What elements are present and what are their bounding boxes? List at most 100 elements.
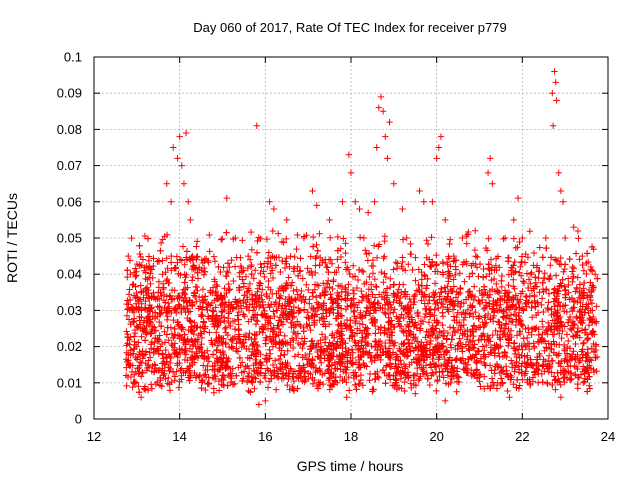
data-point	[569, 332, 577, 340]
data-point	[478, 332, 485, 339]
data-point	[572, 288, 579, 295]
data-point	[145, 294, 152, 302]
data-point	[468, 292, 476, 299]
data-point	[500, 308, 507, 315]
data-point	[460, 316, 467, 324]
data-point	[486, 362, 494, 369]
data-point	[561, 347, 568, 354]
data-point	[496, 328, 504, 335]
data-point	[480, 283, 488, 290]
data-point	[570, 273, 577, 280]
data-point	[427, 311, 434, 318]
data-point	[517, 263, 524, 271]
data-point	[188, 265, 196, 273]
data-point	[334, 247, 341, 254]
data-point	[312, 255, 319, 262]
data-point	[481, 373, 488, 380]
data-point	[287, 253, 294, 260]
data-point	[178, 372, 185, 379]
data-point	[415, 345, 422, 353]
data-point	[218, 335, 226, 342]
data-point	[264, 313, 272, 320]
data-point	[163, 316, 171, 324]
data-point	[427, 364, 435, 371]
data-point	[418, 276, 426, 283]
data-point	[512, 268, 519, 275]
data-point	[276, 300, 283, 308]
data-point	[576, 281, 584, 288]
data-point	[281, 301, 289, 309]
data-point	[399, 236, 407, 243]
data-point	[475, 315, 482, 322]
y-axis-label: ROTI / TECUs	[4, 193, 20, 283]
data-point	[377, 324, 384, 332]
data-point	[362, 312, 369, 319]
data-point	[230, 277, 237, 285]
data-point	[436, 328, 443, 335]
data-point	[279, 257, 286, 265]
data-point	[266, 198, 273, 205]
data-point	[423, 339, 431, 346]
data-point	[269, 274, 277, 282]
data-point	[275, 322, 282, 329]
data-point	[362, 334, 369, 342]
data-point	[416, 187, 423, 195]
data-point	[287, 366, 295, 374]
data-point	[574, 227, 582, 235]
data-point	[453, 388, 460, 395]
data-point	[504, 387, 511, 395]
data-point	[236, 354, 244, 362]
data-point	[583, 270, 590, 278]
data-point	[335, 292, 342, 299]
data-point	[309, 380, 317, 388]
data-point	[338, 320, 345, 328]
data-point	[134, 353, 141, 361]
data-point	[573, 285, 581, 293]
data-point	[469, 371, 477, 378]
data-point	[569, 268, 576, 275]
data-point	[526, 228, 534, 235]
data-point	[226, 286, 233, 293]
data-point	[314, 385, 322, 392]
data-point	[162, 269, 169, 276]
data-point	[577, 299, 584, 306]
data-point	[373, 144, 380, 151]
data-point	[322, 288, 329, 295]
data-point	[514, 346, 522, 353]
data-point	[468, 328, 476, 336]
data-point	[464, 288, 472, 296]
data-point	[564, 275, 572, 282]
data-point	[292, 296, 300, 304]
data-point	[309, 187, 316, 195]
data-point	[342, 322, 349, 329]
data-point	[284, 381, 291, 389]
x-axis-label: GPS time / hours	[297, 458, 404, 474]
data-point	[456, 335, 463, 342]
data-point	[527, 271, 535, 278]
data-point	[294, 291, 301, 298]
data-point	[444, 329, 452, 337]
data-point	[204, 306, 211, 314]
data-point	[580, 279, 588, 287]
data-point	[420, 198, 428, 205]
data-point	[141, 264, 148, 271]
data-point	[504, 257, 512, 265]
data-point	[571, 297, 579, 305]
data-point	[546, 274, 553, 282]
data-point	[493, 385, 501, 392]
data-point	[591, 331, 598, 338]
data-point	[371, 307, 378, 314]
data-point	[410, 301, 417, 308]
data-point	[526, 345, 533, 353]
data-point	[170, 334, 177, 342]
data-point	[550, 373, 558, 380]
data-point	[358, 336, 366, 344]
data-point	[476, 300, 484, 308]
data-point	[499, 353, 507, 360]
data-point	[514, 244, 521, 251]
data-point	[333, 315, 341, 322]
data-point	[315, 282, 322, 290]
data-point	[187, 317, 194, 325]
data-point	[360, 294, 367, 301]
data-point	[384, 331, 391, 338]
